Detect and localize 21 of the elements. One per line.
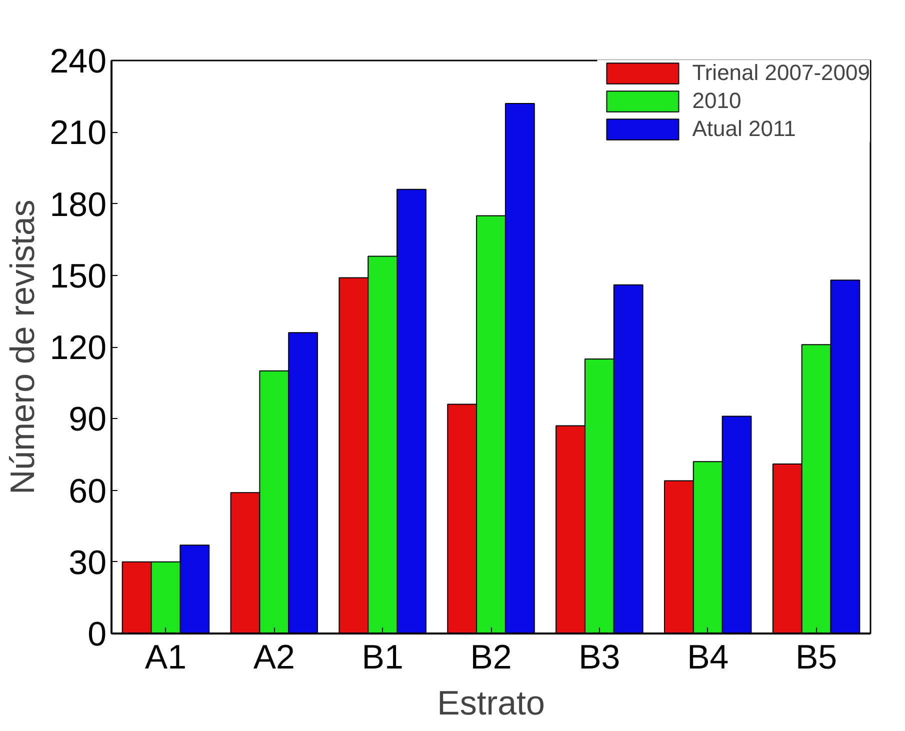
y-tick-label: 150 xyxy=(50,257,107,296)
legend-label: Atual 2011 xyxy=(692,116,796,142)
x-tick-label: B2 xyxy=(470,638,512,676)
legend-label: Trienal 2007-2009 xyxy=(692,60,870,86)
y-tick-label: 0 xyxy=(88,616,107,654)
x-tick-label: A2 xyxy=(253,638,295,676)
y-tick-label: 210 xyxy=(50,114,107,152)
legend-label: 2010 xyxy=(692,88,742,114)
y-tick-label: 30 xyxy=(68,544,107,582)
y-tick-label: 240 xyxy=(50,42,107,80)
y-tick-label: 180 xyxy=(50,186,107,224)
y-tick-label: 120 xyxy=(50,329,107,367)
x-tick-label: A1 xyxy=(144,638,187,676)
x-tick-label: B4 xyxy=(687,638,729,676)
y-tick-label: 90 xyxy=(68,400,107,439)
x-tick-label: B1 xyxy=(362,638,404,676)
x-axis-title: Estrato xyxy=(437,684,545,722)
x-tick-label: B5 xyxy=(795,638,838,676)
y-tick-label: 60 xyxy=(68,472,107,510)
y-axis-title: Número de revistas xyxy=(4,200,42,494)
x-tick-label: B3 xyxy=(578,638,620,676)
